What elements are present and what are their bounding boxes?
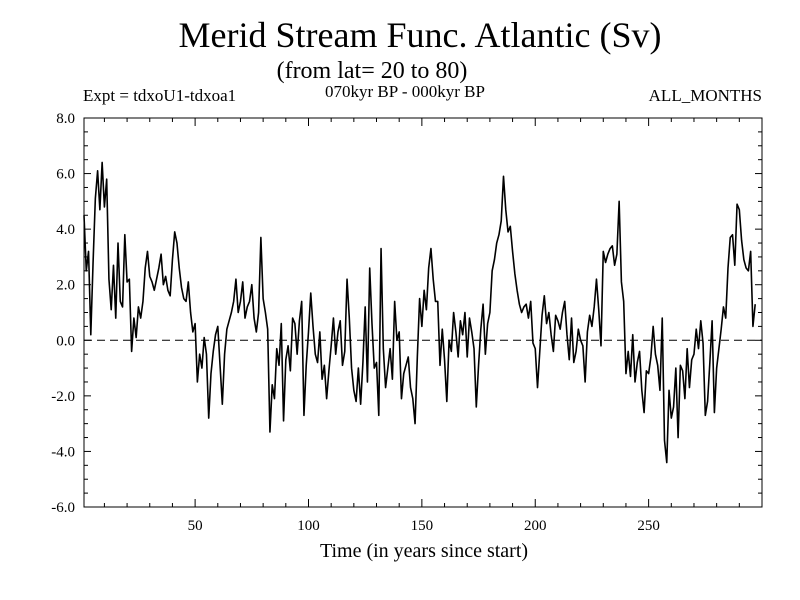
plot-area <box>83 117 763 508</box>
experiment-label: Expt = tdxoU1-tdxoa1 <box>83 86 237 105</box>
x-axis-label: Time (in years since start) <box>320 540 528 562</box>
chart-title: Merid Stream Func. Atlantic (Sv) <box>178 15 662 55</box>
y-tick-label: -6.0 <box>51 500 75 516</box>
x-tick-label: 50 <box>188 518 203 534</box>
y-tick-label: 0.0 <box>56 333 75 349</box>
x-tick-label: 250 <box>637 518 660 534</box>
y-tick-label: 8.0 <box>56 111 75 127</box>
y-tick-label: 2.0 <box>56 278 75 294</box>
chart-subtitle: (from lat= 20 to 80) <box>276 58 468 84</box>
y-tick-label: -4.0 <box>51 444 75 460</box>
y-tick-label: -2.0 <box>51 389 75 405</box>
y-tick-label: 6.0 <box>56 167 75 183</box>
x-tick-label: 200 <box>524 518 547 534</box>
series-line <box>83 161 756 464</box>
months-label: ALL_MONTHS <box>648 86 762 105</box>
y-tick-label: 4.0 <box>56 222 75 238</box>
x-tick-label: 150 <box>411 518 434 534</box>
x-tick-label: 100 <box>297 518 320 534</box>
period-label: 070kyr BP - 000kyr BP <box>325 82 485 101</box>
